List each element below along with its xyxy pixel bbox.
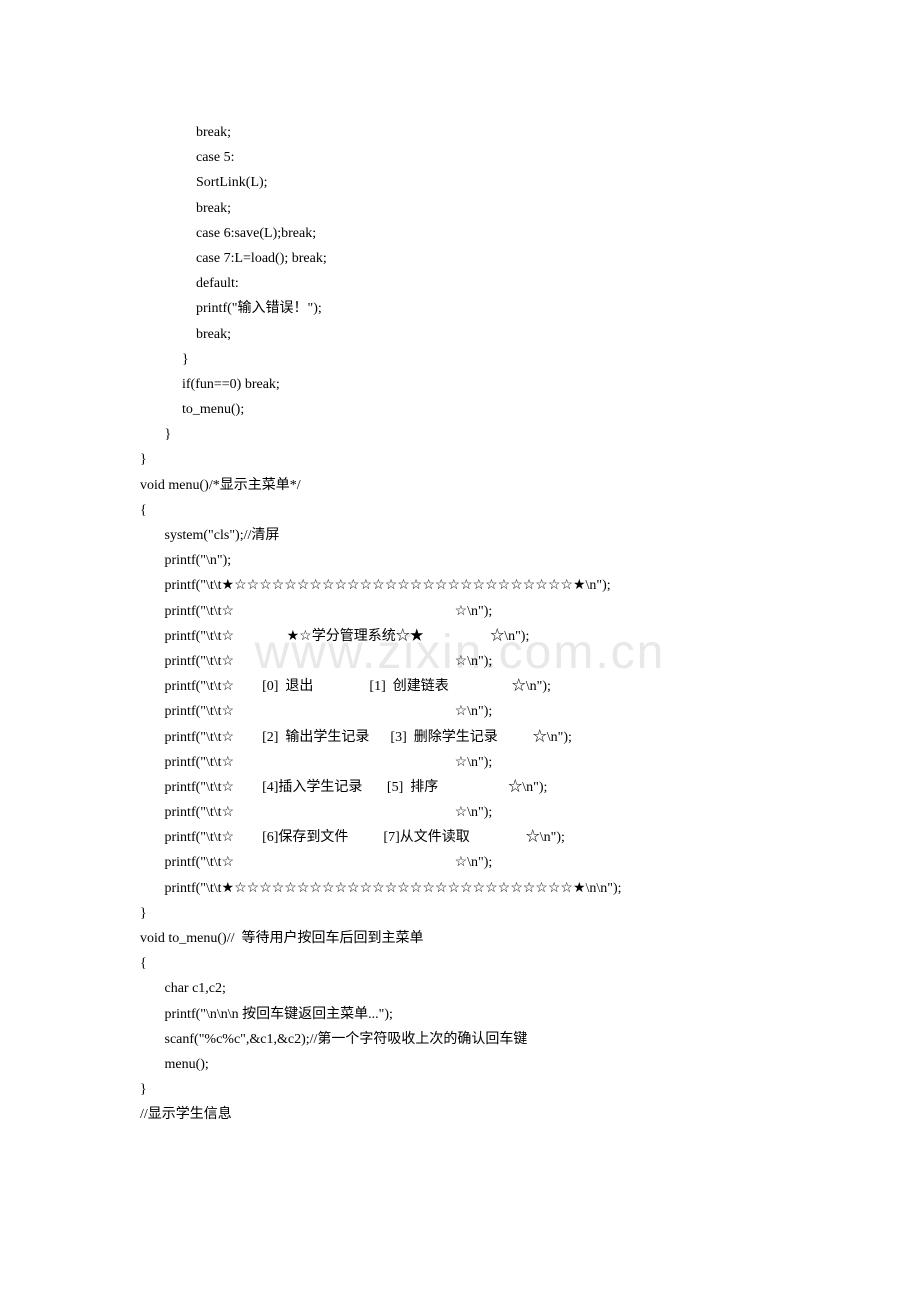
code-line: to_menu(); bbox=[140, 397, 780, 422]
code-line: } bbox=[140, 901, 780, 926]
code-line: printf("\t\t☆ [0] 退出 [1] 创建链表 ☆\n"); bbox=[140, 674, 780, 699]
code-line: printf("\t\t☆ ☆\n"); bbox=[140, 699, 780, 724]
code-line: void to_menu()// 等待用户按回车后回到主菜单 bbox=[140, 926, 780, 951]
code-line: printf("输入错误！"); bbox=[140, 296, 780, 321]
code-line: printf("\t\t☆ ☆\n"); bbox=[140, 800, 780, 825]
code-line: void menu()/*显示主菜单*/ bbox=[140, 473, 780, 498]
code-line: } bbox=[140, 1077, 780, 1102]
code-line: } bbox=[140, 447, 780, 472]
code-line: scanf("%c%c",&c1,&c2);//第一个字符吸收上次的确认回车键 bbox=[140, 1027, 780, 1052]
code-line: { bbox=[140, 951, 780, 976]
code-line: printf("\t\t☆ ☆\n"); bbox=[140, 750, 780, 775]
code-line: case 5: bbox=[140, 145, 780, 170]
code-line: printf("\t\t☆ ☆\n"); bbox=[140, 649, 780, 674]
code-line: default: bbox=[140, 271, 780, 296]
code-line: break; bbox=[140, 196, 780, 221]
code-line: system("cls");//清屏 bbox=[140, 523, 780, 548]
code-line: menu(); bbox=[140, 1052, 780, 1077]
code-content: break; case 5: SortLink(L); break; case … bbox=[140, 120, 780, 1128]
code-line: printf("\t\t☆ [6]保存到文件 [7]从文件读取 ☆\n"); bbox=[140, 825, 780, 850]
code-line: char c1,c2; bbox=[140, 976, 780, 1001]
code-line: } bbox=[140, 347, 780, 372]
code-line: printf("\n"); bbox=[140, 548, 780, 573]
code-line: printf("\t\t☆ [2] 输出学生记录 [3] 删除学生记录 ☆\n"… bbox=[140, 725, 780, 750]
code-line: printf("\t\t☆ [4]插入学生记录 [5] 排序 ☆\n"); bbox=[140, 775, 780, 800]
code-line: //显示学生信息 bbox=[140, 1102, 780, 1127]
code-line: printf("\t\t★☆☆☆☆☆☆☆☆☆☆☆☆☆☆☆☆☆☆☆☆☆☆☆☆☆☆☆… bbox=[140, 573, 780, 598]
code-line: case 6:save(L);break; bbox=[140, 221, 780, 246]
code-line: break; bbox=[140, 322, 780, 347]
code-line: SortLink(L); bbox=[140, 170, 780, 195]
code-line: break; bbox=[140, 120, 780, 145]
code-line: if(fun==0) break; bbox=[140, 372, 780, 397]
code-line: printf("\t\t☆ ☆\n"); bbox=[140, 850, 780, 875]
code-line: printf("\t\t☆ ★☆学分管理系统☆★ ☆\n"); bbox=[140, 624, 780, 649]
code-line: printf("\t\t★☆☆☆☆☆☆☆☆☆☆☆☆☆☆☆☆☆☆☆☆☆☆☆☆☆☆☆… bbox=[140, 876, 780, 901]
code-line: { bbox=[140, 498, 780, 523]
code-line: case 7:L=load(); break; bbox=[140, 246, 780, 271]
code-line: printf("\n\n\n 按回车键返回主菜单..."); bbox=[140, 1002, 780, 1027]
code-line: printf("\t\t☆ ☆\n"); bbox=[140, 599, 780, 624]
code-line: } bbox=[140, 422, 780, 447]
